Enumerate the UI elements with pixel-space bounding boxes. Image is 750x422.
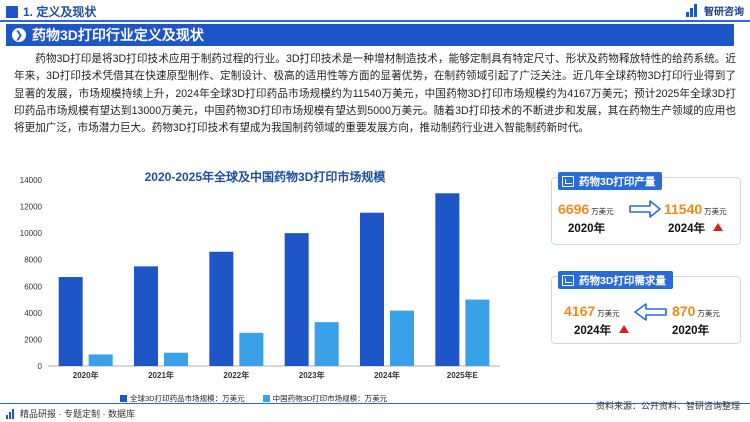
output-to-year: 2024年 <box>668 223 706 235</box>
output-from-year: 2020年 <box>568 223 606 235</box>
arrow-right-icon <box>629 200 661 218</box>
y-tick-label: 10000 <box>20 229 43 238</box>
bar-logo-icon <box>6 408 16 419</box>
page-header: 1. 定义及现状 智研咨询 <box>0 0 750 22</box>
y-tick-label: 8000 <box>24 256 42 265</box>
title-banner: ❯ 药物3D打印行业定义及现状 <box>6 24 734 46</box>
x-category-label: 2024年 <box>374 370 400 380</box>
brand-logo: 智研咨询 <box>686 3 744 18</box>
bar-global <box>284 233 309 366</box>
bar-global <box>58 277 83 366</box>
legend-swatch-china <box>262 395 270 402</box>
bar-china <box>164 352 188 366</box>
output-card-header: 药物3D打印产量 <box>558 172 663 190</box>
output-card-title: 药物3D打印产量 <box>579 175 656 188</box>
chevron-right-icon: ❯ <box>12 28 26 42</box>
x-category-label: 2020年 <box>73 370 99 380</box>
bar-china <box>314 322 339 366</box>
arrow-up-icon <box>619 325 629 333</box>
brand-name: 智研咨询 <box>704 7 744 18</box>
demand-card: 药物3D打印需求量 4167 万美元 2024年 870 万美元 2020年 <box>551 271 741 344</box>
chart-icon <box>562 175 574 187</box>
header-divider <box>0 20 750 22</box>
demand-card-title: 药物3D打印需求量 <box>579 274 666 287</box>
x-category-label: 2023年 <box>299 370 325 380</box>
output-card: 药物3D打印产量 6696 万美元 2020年 11540 万美元 2024年 <box>551 172 741 245</box>
chart-title: 2020-2025年全球及中国药物3D打印市场规模 <box>144 170 386 184</box>
legend-item-global: 全球3D打印药品市场规模：万美元 <box>120 393 245 404</box>
output-to-value: 11540 万美元 <box>664 201 727 217</box>
x-category-label: 2021年 <box>148 370 174 380</box>
y-tick-label: 14000 <box>20 176 43 185</box>
legend-label-global: 全球3D打印药品市场规模：万美元 <box>130 394 245 403</box>
arrow-up-icon <box>713 223 723 231</box>
demand-card-header: 药物3D打印需求量 <box>558 271 673 289</box>
section-square-icon <box>6 5 18 18</box>
y-tick-label: 0 <box>38 362 43 371</box>
output-from-value: 6696 万美元 <box>558 201 614 217</box>
market-size-bar-chart: 0 2000 4000 6000 8000 10000 12000 14000 2020年 202… <box>20 176 500 380</box>
bar-china <box>465 299 490 366</box>
x-category-label: 2025年E <box>447 370 479 380</box>
legend-swatch-global <box>120 395 127 402</box>
bar-global <box>134 266 158 366</box>
bar-china <box>390 310 414 366</box>
bar-china <box>88 354 113 366</box>
y-tick-label: 4000 <box>24 309 42 318</box>
y-tick-label: 12000 <box>20 203 43 212</box>
footer-tagline: 精品研报 · 专题定制 · 数据库 <box>6 407 135 420</box>
bar-global <box>435 193 460 366</box>
bar-global <box>209 251 234 366</box>
banner-title: 药物3D打印行业定义及现状 <box>32 27 204 43</box>
bar-global <box>360 212 384 366</box>
chart-icon <box>562 274 574 286</box>
legend-item-china: 中国药物3D打印市场规模：万美元 <box>262 393 388 404</box>
bar-china <box>239 332 264 366</box>
footer-divider <box>0 403 750 404</box>
demand-right-value: 870 万美元 <box>672 303 720 319</box>
section-heading: 1. 定义及现状 <box>6 3 96 20</box>
demand-left-value: 4167 万美元 <box>564 303 620 319</box>
x-category-label: 2022年 <box>223 370 249 380</box>
demand-right-year: 2020年 <box>672 325 710 337</box>
section-title: 1. 定义及现状 <box>23 5 97 19</box>
intro-paragraph: 药物3D打印是将3D打印技术应用于制药过程的行业。3D打印技术是一种增材制造技术… <box>14 53 736 135</box>
chart-legend: 全球3D打印药品市场规模：万美元 中国药物3D打印市场规模：万美元 <box>120 393 405 404</box>
source-note: 资料来源：公开资料、智研咨询整理 <box>595 401 740 411</box>
legend-label-china: 中国药物3D打印市场规模：万美元 <box>272 394 388 403</box>
arrow-left-icon <box>634 303 667 321</box>
demand-left-year: 2024年 <box>574 325 612 337</box>
y-tick-label: 2000 <box>24 335 42 344</box>
y-tick-label: 6000 <box>24 282 42 291</box>
footer-tagline-text: 精品研报 · 专题定制 · 数据库 <box>20 409 135 419</box>
bar-logo-icon <box>686 4 701 17</box>
